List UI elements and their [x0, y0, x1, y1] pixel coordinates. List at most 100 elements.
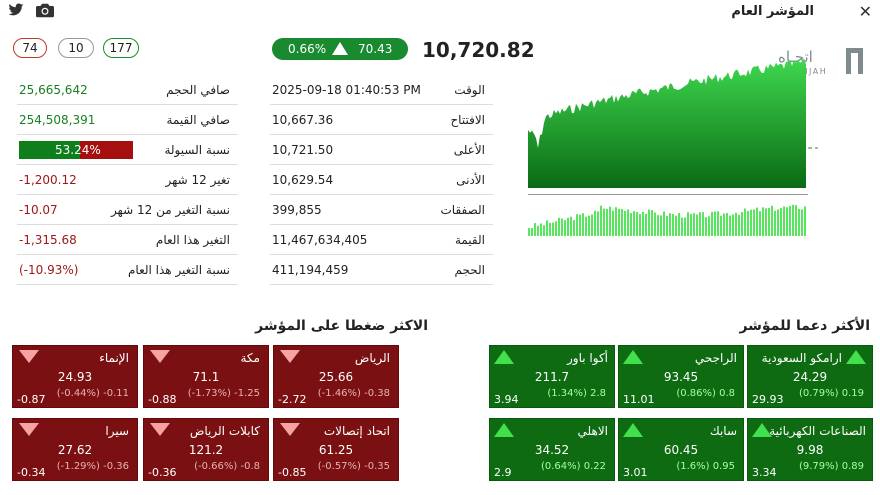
volume-bar [657, 215, 659, 236]
pressuring-stock-tile[interactable]: الإنماء 24.93 (-0.44%) -0.11 -0.87 [12, 345, 138, 408]
volume-bar [540, 223, 542, 236]
stock-name: الراجحي [694, 351, 737, 365]
stock-impact: -0.88 [148, 393, 177, 406]
supporting-stock-tile[interactable]: سابك 60.45 (1.6%) 0.95 3.01 [618, 418, 744, 481]
stock-name: سيرا [105, 424, 129, 438]
twitter-icon[interactable] [8, 3, 26, 19]
volume-bar [753, 209, 755, 236]
volume-bar [567, 217, 569, 236]
net-value-value: 254,508,391 [19, 113, 96, 127]
up-arrow-icon [752, 423, 772, 437]
volume-bar [630, 213, 632, 236]
volume-bar [618, 208, 620, 236]
low-label: الأدنى [456, 173, 485, 187]
stock-price: 61.25 [318, 443, 354, 457]
volume-bar [792, 204, 794, 236]
stock-name: اتحاد إتصالات [323, 424, 390, 438]
detail-row: 11,467,634,405 القيمة [270, 225, 493, 255]
volume-bar [696, 214, 698, 236]
up-arrow-icon [623, 350, 643, 364]
volume-bar [714, 211, 716, 236]
time-label: الوقت [454, 83, 485, 97]
detail-row: 10,721.50 الأعلى [270, 135, 493, 165]
detail-row: 399,855 الصفقات [270, 195, 493, 225]
supporting-stock-tile[interactable]: الصناعات الكهربائية 9.98 (9.79%) 0.89 3.… [747, 418, 873, 481]
volume-bar [579, 214, 581, 236]
volume-bar [720, 215, 722, 236]
volume-bar [621, 209, 623, 236]
change-12m-label: تغير 12 شهر [165, 173, 231, 187]
volume-label: الحجم [454, 263, 485, 277]
stock-change: (-1.46%) -0.38 [317, 388, 390, 399]
stat-row: -1,315.68 التغير هذا العام [17, 225, 238, 255]
camera-icon[interactable] [36, 3, 54, 19]
volume-bar [741, 212, 743, 236]
declining-count-badge: 74 [13, 38, 47, 58]
stock-change: (1.34%) 2.8 [547, 388, 606, 399]
stock-change: (-0.57%) -0.35 [317, 461, 390, 472]
stock-change: (-1.73%) -1.25 [187, 388, 260, 399]
volume-bar [651, 210, 653, 236]
supporting-stock-tile[interactable]: أكوا باور 211.7 (1.34%) 2.8 3.94 [489, 345, 615, 408]
turnover-value: 11,467,634,405 [272, 233, 368, 247]
low-value: 10,629.54 [272, 173, 334, 187]
volume-bar [744, 208, 746, 236]
volume-bar [564, 220, 566, 236]
supporting-stock-tile[interactable]: الراجحي 93.45 (0.86%) 0.8 11.01 [618, 345, 744, 408]
volume-bar [624, 210, 626, 236]
volume-bar [615, 207, 617, 236]
liquidity-bar-fill [19, 141, 80, 159]
volume-bar [723, 213, 725, 236]
net-value-label: صافي القيمة [166, 113, 230, 127]
volume-bar [738, 214, 740, 236]
stock-change: (1.6%) 0.95 [676, 461, 735, 472]
pressuring-stock-tile[interactable]: اتحاد إتصالات 61.25 (-0.57%) -0.35 -0.85 [273, 418, 399, 481]
stock-price: 60.45 [663, 443, 699, 457]
stock-impact: -2.72 [278, 393, 307, 406]
volume-bar [639, 214, 641, 236]
volume-chart [528, 193, 808, 244]
index-change-percent: 0.66% [288, 42, 327, 56]
volume-bar [570, 216, 572, 236]
up-arrow-icon [494, 423, 514, 437]
stock-name: مكة [240, 351, 261, 365]
down-arrow-icon [19, 423, 39, 436]
volume-bar [717, 211, 719, 236]
pressuring-stock-tile[interactable]: سيرا 27.62 (-1.29%) -0.36 -0.34 [12, 418, 138, 481]
stock-change: (9.79%) 0.89 [798, 461, 864, 472]
volume-bar [747, 210, 749, 236]
volume-bar [711, 211, 713, 236]
volume-bar [588, 215, 590, 236]
stock-change: (0.79%) 0.19 [798, 388, 864, 399]
top-bar: المؤشر العام ✕ [0, 0, 880, 26]
volume-bar [765, 208, 767, 236]
up-arrow-icon [846, 350, 866, 364]
pressuring-stock-tile[interactable]: مكة 71.1 (-1.73%) -1.25 -0.88 [143, 345, 269, 408]
stat-row: 53.24% نسبة السيولة [17, 135, 238, 165]
close-icon[interactable]: ✕ [858, 2, 872, 21]
pressuring-stock-tile[interactable]: كابلات الرياض 121.2 (-0.66%) -0.8 -0.36 [143, 418, 269, 481]
detail-row: 10,629.54 الأدنى [270, 165, 493, 195]
pressuring-stock-tile[interactable]: الرياض 25.66 (-1.46%) -0.38 -2.72 [273, 345, 399, 408]
supporting-stock-tile[interactable]: الاهلي 34.52 (0.64%) 0.22 2.9 [489, 418, 615, 481]
stock-name: ارامكو السعودية [761, 351, 842, 365]
ytd-change-label: التغير هذا العام [155, 233, 230, 247]
volume-bar [582, 213, 584, 236]
stock-impact: -0.36 [148, 466, 177, 479]
stock-price: 24.29 [792, 370, 828, 384]
trades-value: 399,855 [272, 203, 322, 217]
volume-bar [774, 210, 776, 236]
volume-bar [699, 212, 701, 236]
supporting-stock-tile[interactable]: ارامكو السعودية 24.29 (0.79%) 0.19 29.93 [747, 345, 873, 408]
stock-impact: -0.87 [17, 393, 46, 406]
volume-bar [804, 206, 806, 236]
detail-row: 411,194,459 الحجم [270, 255, 493, 285]
window-title: المؤشر العام [731, 4, 814, 19]
change-12m-value: -1,200.12 [19, 173, 77, 187]
volume-bar [534, 223, 536, 236]
intraday-chart-svg: اتجـاه ETTIJAH [528, 48, 863, 188]
stock-price: 71.1 [192, 370, 220, 384]
volume-bar [558, 217, 560, 236]
volume-bar [645, 213, 647, 236]
volume-bar [537, 225, 539, 236]
